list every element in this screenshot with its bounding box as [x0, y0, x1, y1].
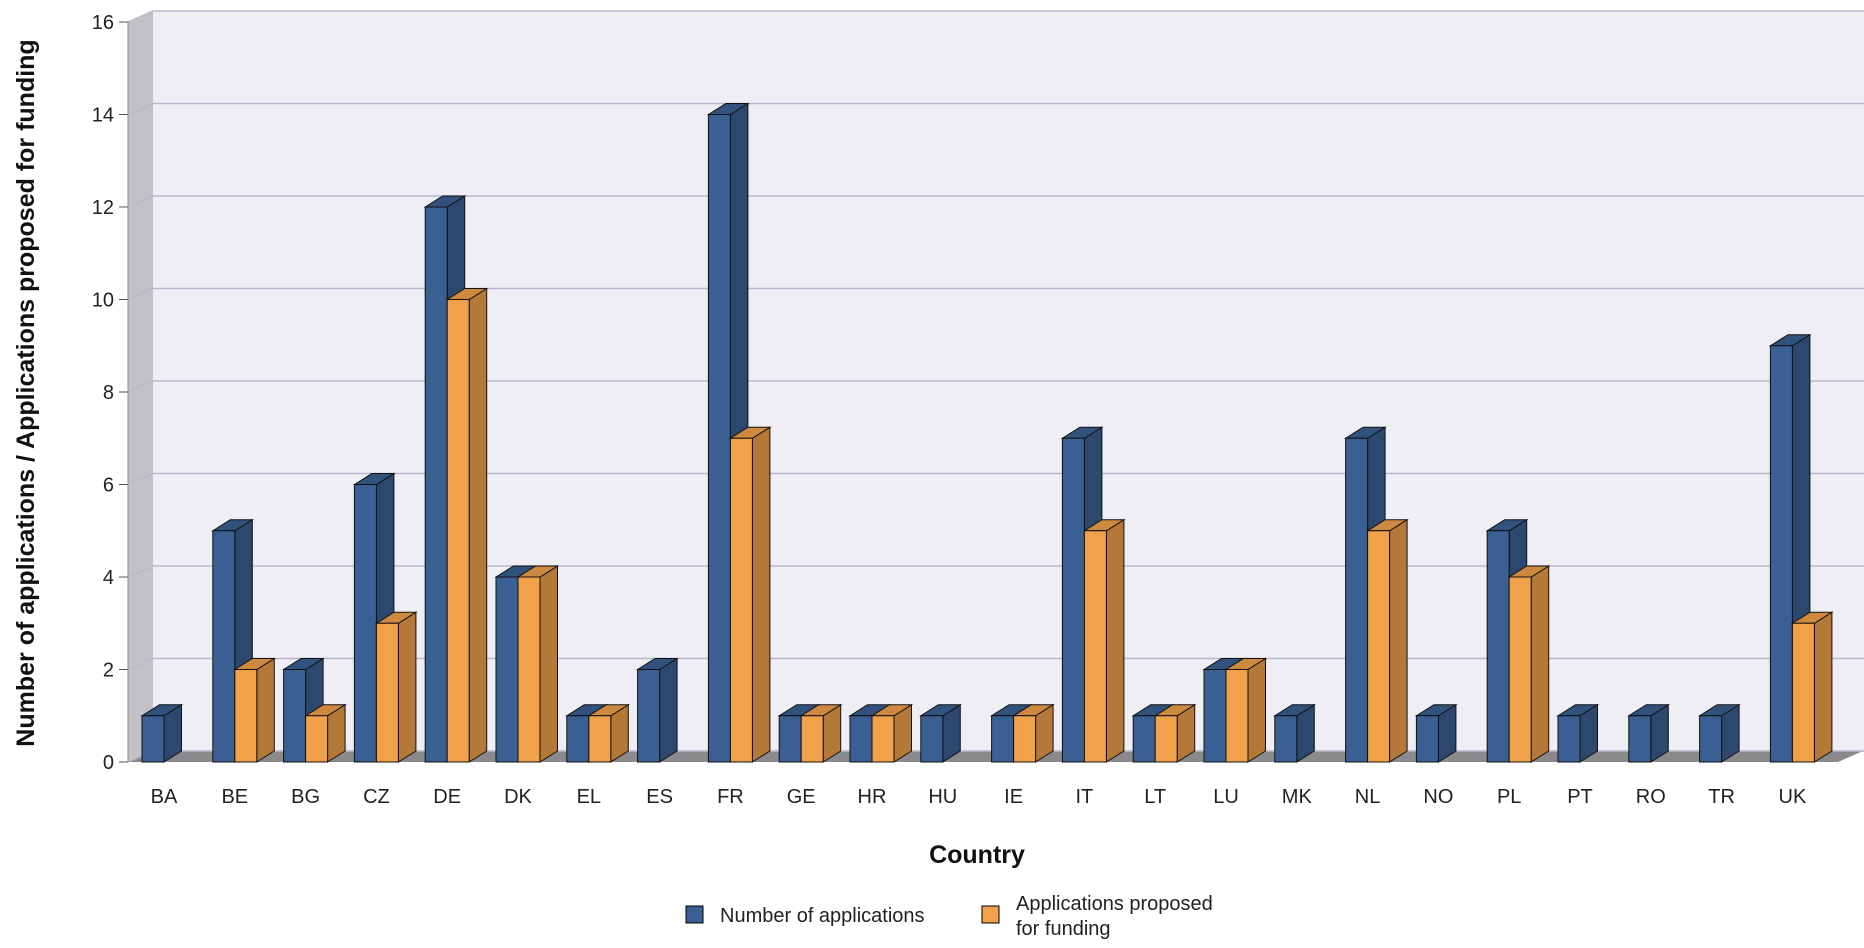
x-tick-label-be: BE [221, 786, 248, 808]
gridline [127, 195, 1864, 208]
bar-proposed-bg [303, 703, 347, 763]
x-tick-label-fr: FR [717, 786, 744, 808]
bar-proposed-hr [870, 703, 914, 763]
x-tick-label-ie: IE [1004, 786, 1023, 808]
x-tick-label-de: DE [433, 786, 461, 808]
bar-proposed-dk [516, 565, 560, 763]
x-tick-label-ge: GE [787, 786, 816, 808]
bar-proposed-ge [799, 703, 843, 763]
x-tick-label-tr: TR [1708, 786, 1735, 808]
bar-applications-hu [919, 703, 963, 763]
x-tick-label-hr: HR [858, 786, 887, 808]
bar-applications-mk [1273, 703, 1317, 763]
x-tick-label-ba: BA [151, 786, 178, 808]
bar-applications-ba [140, 703, 184, 763]
bar-proposed-be [233, 657, 277, 763]
x-tick-label-el: EL [577, 786, 601, 808]
legend-label-proposed-line1: Applications proposed [1016, 893, 1213, 915]
x-tick-label-pt: PT [1567, 786, 1593, 808]
gridline [127, 565, 1864, 578]
x-tick-label-it: IT [1076, 786, 1094, 808]
legend: Number of applications Applications prop… [685, 893, 1213, 940]
y-axis-title: Number of applications / Applications pr… [12, 39, 40, 746]
y-tick-label: 6 [103, 475, 114, 497]
bar-proposed-de [445, 287, 489, 763]
bar-proposed-lu [1224, 657, 1268, 763]
x-tick-label-hu: HU [928, 786, 957, 808]
bar-applications-no [1414, 703, 1458, 763]
legend-label-applications: Number of applications [720, 905, 925, 927]
x-tick-label-bg: BG [291, 786, 320, 808]
y-tick-label: 14 [92, 105, 114, 127]
bar-proposed-uk [1790, 611, 1834, 763]
x-tick-label-dk: DK [504, 786, 532, 808]
x-tick-label-nl: NL [1355, 786, 1381, 808]
bar-proposed-pl [1507, 565, 1551, 763]
legend-swatch-proposed [981, 905, 1000, 924]
y-tick-label: 2 [103, 660, 114, 682]
y-tick-label: 12 [92, 197, 114, 219]
gridline [127, 10, 1864, 23]
bar-proposed-cz [374, 611, 418, 763]
y-tick-label: 0 [103, 752, 114, 774]
x-tick-label-ro: RO [1636, 786, 1666, 808]
bar-proposed-nl [1365, 518, 1409, 763]
bar-applications-tr [1697, 703, 1741, 763]
x-tick-label-pl: PL [1497, 786, 1521, 808]
y-axis-ticks: 0 2 4 6 8 10 12 14 16 [92, 12, 129, 774]
gridline [127, 657, 1864, 671]
bar-applications-es [635, 657, 679, 763]
x-axis-ticks: BA BE BG CZ DE DK EL ES FR GE HR HU IE IT LT LU MK NL NO PL… [151, 786, 1807, 808]
x-tick-label-lt: LT [1144, 786, 1166, 808]
gridline [127, 287, 1864, 301]
x-tick-label-uk: UK [1779, 786, 1807, 808]
gridline [127, 472, 1864, 486]
x-tick-label-cz: CZ [363, 786, 390, 808]
bar-applications-pt [1556, 703, 1600, 763]
y-tick-label: 10 [92, 290, 114, 312]
gridline [127, 380, 1864, 393]
bar-proposed-fr [728, 426, 772, 763]
y-tick-label: 8 [103, 382, 114, 404]
x-tick-label-lu: LU [1213, 786, 1239, 808]
bar-applications-ro [1627, 703, 1671, 763]
x-axis-title: Country [929, 841, 1025, 869]
bar-proposed-el [587, 703, 631, 763]
bars [140, 102, 1834, 763]
legend-swatch-applications [685, 905, 704, 924]
x-tick-label-no: NO [1423, 786, 1453, 808]
y-tick-label: 4 [103, 567, 114, 589]
bar-proposed-ie [1011, 703, 1055, 763]
x-tick-label-es: ES [646, 786, 673, 808]
bar-proposed-it [1082, 518, 1126, 763]
bar-proposed-lt [1153, 703, 1197, 763]
y-tick-label: 16 [92, 12, 114, 34]
x-tick-label-mk: MK [1282, 786, 1313, 808]
legend-label-proposed-line2: for funding [1016, 918, 1111, 940]
gridline [127, 102, 1864, 116]
